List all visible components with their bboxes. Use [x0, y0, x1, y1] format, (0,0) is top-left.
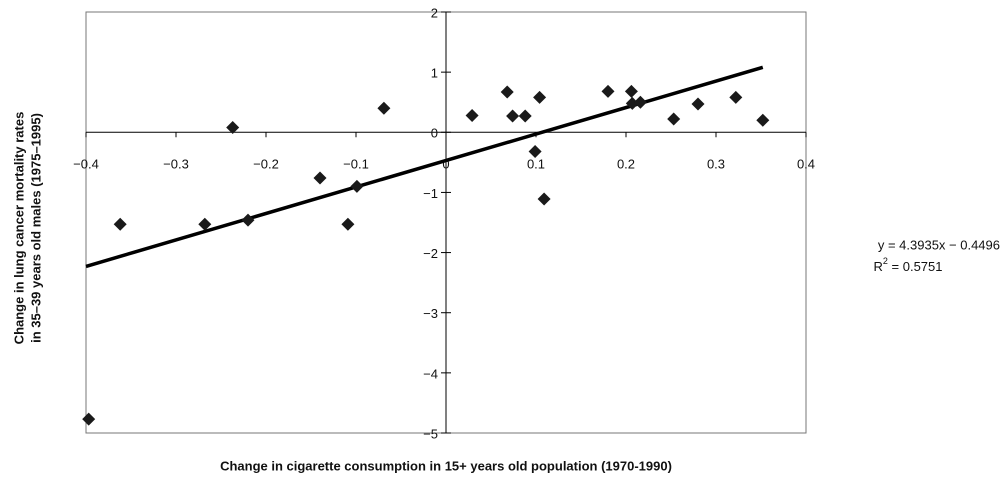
r-exponent: 2 [883, 256, 888, 266]
y-tick-label: 0 [431, 126, 438, 141]
data-point [729, 90, 743, 104]
x-tick-label: −0.1 [343, 157, 369, 172]
data-point [537, 192, 551, 206]
y-tick-label: −2 [423, 246, 438, 261]
data-point [633, 95, 647, 109]
data-point [341, 217, 355, 231]
data-point [377, 101, 391, 115]
r-squared: R2 = 0.5751 [874, 256, 943, 274]
data-point [350, 179, 364, 193]
data-point [601, 84, 615, 98]
data-point [465, 108, 479, 122]
x-tick-label: 0.2 [617, 157, 635, 172]
data-point [113, 217, 127, 231]
r-symbol: R [874, 259, 883, 274]
data-point [756, 113, 770, 127]
y-tick-label: −4 [423, 366, 438, 381]
data-point [506, 109, 520, 123]
x-tick-label: 0.4 [797, 157, 815, 172]
data-point [625, 96, 639, 110]
x-tick-label: −0.4 [73, 157, 99, 172]
data-point [624, 84, 638, 98]
trendline [85, 65, 764, 269]
x-tick-label: 0.1 [527, 157, 545, 172]
r-text: = 0.5751 [888, 259, 943, 274]
x-tick-label: −0.3 [163, 157, 189, 172]
y-tick-label: 2 [431, 5, 438, 20]
x-tick-label: 0 [442, 157, 449, 172]
data-point [667, 112, 681, 126]
data-point [528, 145, 542, 159]
trend-equation: y = 4.3935x − 0.4496 [878, 237, 1000, 252]
data-point [226, 120, 240, 134]
data-point [691, 97, 705, 111]
data-point [82, 412, 96, 426]
y-tick-label: 1 [431, 66, 438, 81]
y-axis-title: Change in lung cancer mortality rates [11, 112, 26, 345]
data-point [500, 85, 514, 99]
data-point [241, 213, 255, 227]
data-point [518, 109, 532, 123]
x-tick-label: −0.2 [253, 157, 279, 172]
x-axis-title: Change in cigarette consumption in 15+ y… [220, 458, 672, 473]
y-tick-label: −5 [423, 426, 438, 441]
y-axis-title: in 35–39 years old males (1975–1995) [28, 113, 43, 343]
data-point [313, 171, 327, 185]
x-tick-label: 0.3 [707, 157, 725, 172]
y-tick-label: −1 [423, 186, 438, 201]
data-point [198, 217, 212, 231]
data-point [533, 90, 547, 104]
y-tick-label: −3 [423, 306, 438, 321]
